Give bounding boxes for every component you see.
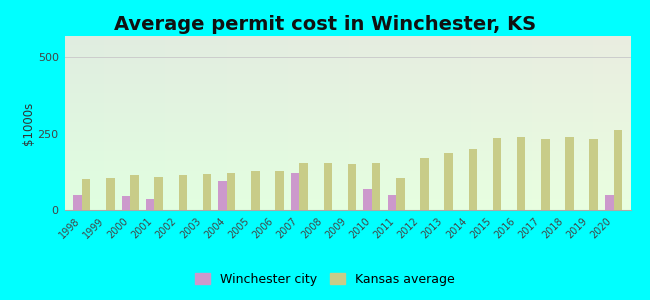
Bar	[251, 171, 259, 210]
Bar	[605, 195, 614, 210]
Bar	[275, 171, 283, 210]
Bar	[517, 137, 525, 210]
Bar	[130, 175, 138, 210]
Bar	[348, 164, 356, 210]
Bar	[469, 149, 477, 210]
Bar	[179, 175, 187, 210]
Bar	[218, 181, 227, 210]
Y-axis label: $1000s: $1000s	[22, 101, 35, 145]
Bar	[82, 179, 90, 210]
Bar	[106, 178, 114, 210]
Bar	[493, 138, 501, 210]
Bar	[372, 163, 380, 210]
Bar	[203, 174, 211, 210]
Bar	[541, 139, 549, 210]
Bar	[324, 163, 332, 210]
Bar	[146, 199, 155, 210]
Text: Average permit cost in Winchester, KS: Average permit cost in Winchester, KS	[114, 15, 536, 34]
Bar	[396, 178, 404, 210]
Bar	[300, 163, 308, 210]
Bar	[445, 153, 453, 210]
Bar	[363, 189, 372, 210]
Bar	[122, 196, 130, 210]
Bar	[614, 130, 622, 210]
Bar	[566, 137, 574, 210]
Legend: Winchester city, Kansas average: Winchester city, Kansas average	[190, 268, 460, 291]
Bar	[387, 195, 396, 210]
Bar	[227, 173, 235, 210]
Bar	[421, 158, 429, 210]
Bar	[291, 173, 300, 210]
Bar	[155, 177, 163, 210]
Bar	[73, 195, 82, 210]
Bar	[590, 139, 598, 210]
